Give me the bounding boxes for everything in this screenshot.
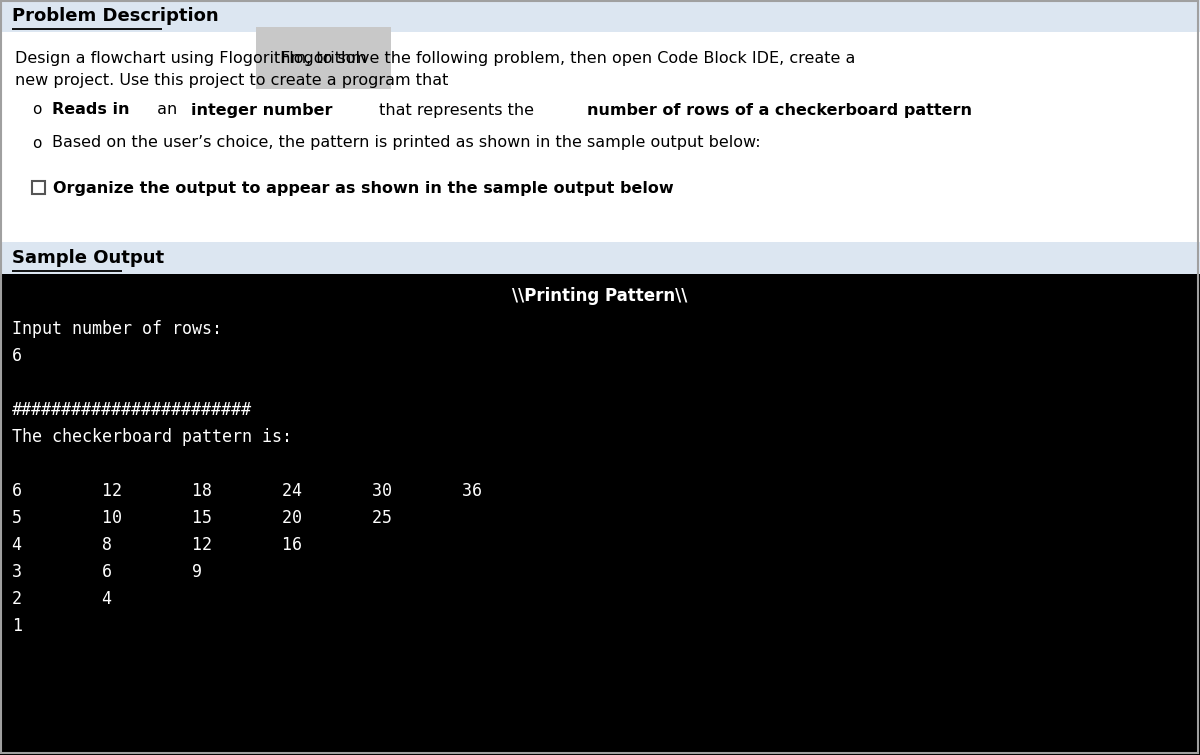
Text: Reads in: Reads in bbox=[52, 103, 130, 118]
Text: 3        6        9: 3 6 9 bbox=[12, 563, 202, 581]
Text: integer number: integer number bbox=[191, 103, 332, 118]
Text: Sample Output: Sample Output bbox=[12, 249, 164, 267]
Text: 6        12       18       24       30       36: 6 12 18 24 30 36 bbox=[12, 482, 482, 500]
Text: Organize the output to appear as shown in the sample output below: Organize the output to appear as shown i… bbox=[53, 180, 673, 196]
Text: 5        10       15       20       25: 5 10 15 20 25 bbox=[12, 509, 392, 527]
Text: Problem Description: Problem Description bbox=[12, 7, 218, 25]
Text: Input number of rows:: Input number of rows: bbox=[12, 320, 222, 338]
Text: ########################: ######################## bbox=[12, 401, 252, 419]
Text: The checkerboard pattern is:: The checkerboard pattern is: bbox=[12, 428, 292, 446]
Text: 2        4: 2 4 bbox=[12, 590, 112, 608]
Text: 1: 1 bbox=[12, 617, 22, 635]
Bar bbox=[0, 0, 1200, 32]
Text: \\Printing Pattern\\: \\Printing Pattern\\ bbox=[512, 287, 688, 305]
Text: o: o bbox=[32, 135, 41, 150]
Text: o: o bbox=[32, 103, 41, 118]
Text: number of rows of a checkerboard pattern: number of rows of a checkerboard pattern bbox=[587, 103, 972, 118]
Text: 6: 6 bbox=[12, 347, 22, 365]
Text: new project. Use this project to create a program that: new project. Use this project to create … bbox=[14, 72, 449, 88]
Text: that represents the: that represents the bbox=[373, 103, 539, 118]
Text: 4        8        12       16: 4 8 12 16 bbox=[12, 536, 302, 554]
Text: Flogorithm: Flogorithm bbox=[280, 51, 367, 66]
Text: Design a flowchart using Flogorithm, to solve the following problem, then open C: Design a flowchart using Flogorithm, to … bbox=[14, 51, 856, 66]
Bar bbox=[32, 181, 46, 194]
Text: Based on the user’s choice, the pattern is printed as shown in the sample output: Based on the user’s choice, the pattern … bbox=[52, 135, 761, 150]
Bar bbox=[0, 274, 1200, 755]
Text: an: an bbox=[152, 103, 182, 118]
Bar bbox=[0, 242, 1200, 274]
